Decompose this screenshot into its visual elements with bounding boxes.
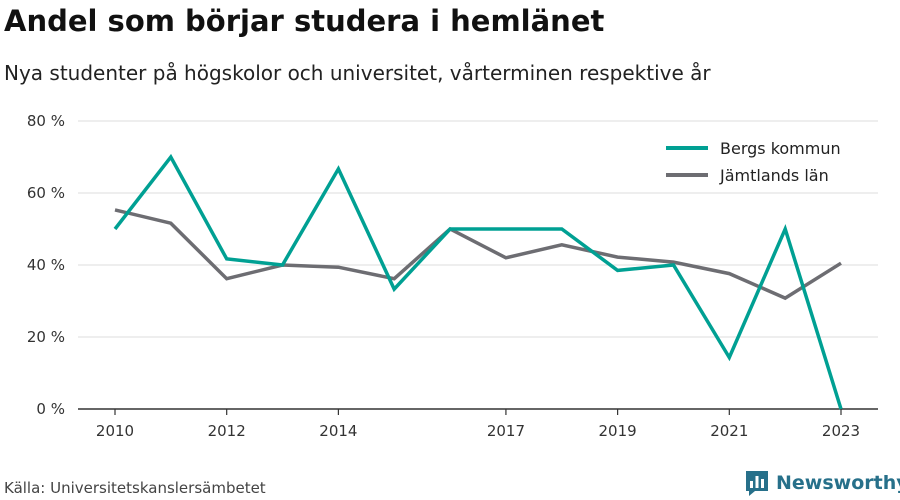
x-tick-label: 2021	[710, 422, 748, 440]
brand-name: Newsworthy	[776, 472, 900, 494]
gridlines	[78, 120, 878, 338]
y-axis-tick-labels: 0 % 20 % 40 % 60 % 80 %	[27, 112, 65, 418]
chart-title: Andel som börjar studera i hemlänet	[4, 4, 605, 38]
x-tick-label: 2010	[96, 422, 134, 440]
source-note: Källa: Universitetskanslersämbetet	[4, 479, 266, 497]
x-tick-label: 2014	[319, 422, 357, 440]
y-tick-label: 0 %	[36, 400, 65, 418]
x-axis: 2010 2012 2014 2017 2019 2021 2023	[78, 408, 878, 440]
x-tick-label: 2023	[822, 422, 860, 440]
series-lines	[113, 153, 843, 410]
x-tick-label: 2012	[208, 422, 246, 440]
y-tick-label: 60 %	[27, 184, 65, 202]
y-tick-label: 80 %	[27, 112, 65, 130]
brand-logo: Newsworthy	[744, 469, 900, 497]
legend-label: Jämtlands län	[719, 166, 829, 185]
bar-chart-logo-icon	[746, 471, 768, 496]
legend-label: Bergs kommun	[720, 139, 841, 158]
series-line-jämtlands-län	[114, 208, 842, 301]
chart-subtitle: Nya studenter på högskolor och universit…	[4, 61, 711, 85]
series-line-bergs-kommun	[113, 153, 843, 410]
x-tick-label: 2017	[487, 422, 525, 440]
legend: Bergs kommun Jämtlands län	[660, 130, 865, 192]
legend-background	[660, 130, 865, 192]
y-tick-label: 40 %	[27, 256, 65, 274]
x-tick-label: 2019	[599, 422, 637, 440]
y-tick-label: 20 %	[27, 328, 65, 346]
